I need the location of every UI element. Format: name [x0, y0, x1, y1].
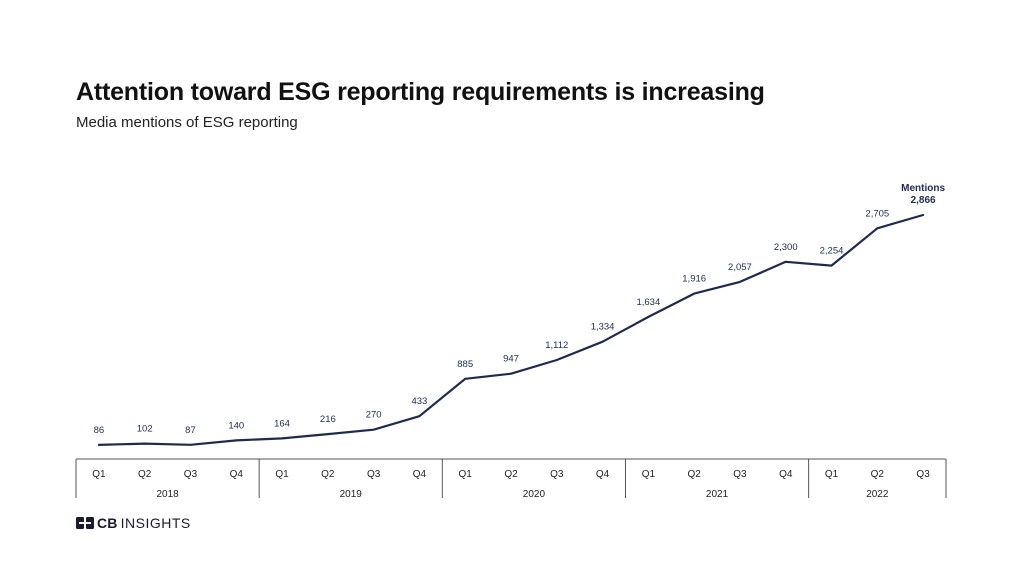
- x-tick-label-q3: Q3: [550, 469, 564, 480]
- data-label: 164: [274, 418, 290, 429]
- series-name-label: Mentions: [901, 183, 945, 194]
- data-label: 270: [366, 410, 382, 421]
- data-label: 947: [503, 354, 519, 365]
- chart-title: Attention toward ESG reporting requireme…: [76, 78, 765, 106]
- x-tick-label-q4: Q4: [230, 469, 244, 480]
- x-tick-label-q4: Q4: [413, 469, 427, 480]
- x-tick-label-q2: Q2: [687, 469, 701, 480]
- cb-insights-logo-icon: [76, 517, 94, 529]
- data-label: 1,112: [545, 340, 568, 351]
- data-label: 2,254: [820, 246, 844, 257]
- year-label-2022: 2022: [866, 489, 889, 500]
- data-label: 885: [457, 359, 473, 370]
- data-label: 87: [185, 425, 196, 436]
- data-label: 433: [411, 396, 427, 407]
- data-label: 140: [228, 420, 244, 431]
- year-label-2018: 2018: [156, 489, 179, 500]
- data-label: 86: [94, 425, 105, 436]
- year-label-2021: 2021: [706, 489, 729, 500]
- x-tick-label-q3: Q3: [367, 469, 381, 480]
- x-tick-label-q4: Q4: [596, 469, 610, 480]
- x-tick-label-q4: Q4: [779, 469, 793, 480]
- x-tick-label-q2: Q2: [138, 469, 152, 480]
- x-tick-label-q1: Q1: [459, 469, 473, 480]
- x-tick-label-q1: Q1: [275, 469, 289, 480]
- data-label: 1,916: [682, 274, 706, 285]
- data-label: 102: [137, 424, 153, 435]
- data-label: 1,334: [591, 322, 615, 333]
- data-label: 2,057: [728, 262, 752, 273]
- data-label-last: 2,866: [911, 195, 936, 206]
- x-tick-label-q2: Q2: [321, 469, 335, 480]
- year-label-2020: 2020: [523, 489, 546, 500]
- series-line-mentions: [97, 213, 925, 446]
- x-tick-label-q3: Q3: [733, 469, 747, 480]
- data-label: 216: [320, 414, 336, 425]
- x-tick-label-q1: Q1: [825, 469, 839, 480]
- chart-subtitle: Media mentions of ESG reporting: [76, 114, 298, 131]
- x-tick-label-q1: Q1: [92, 469, 106, 480]
- data-label: 2,705: [865, 208, 889, 219]
- data-label: 1,634: [636, 297, 660, 308]
- x-tick-label-q2: Q2: [504, 469, 518, 480]
- x-tick-label-q3: Q3: [184, 469, 198, 480]
- x-tick-label-q3: Q3: [916, 469, 930, 480]
- logo-text-insights: INSIGHTS: [120, 515, 191, 531]
- data-label: 2,300: [774, 242, 798, 253]
- cb-insights-logo: CB INSIGHTS: [76, 515, 191, 531]
- year-label-2019: 2019: [340, 489, 363, 500]
- logo-text-cb: CB: [97, 515, 118, 531]
- x-tick-label-q2: Q2: [871, 469, 885, 480]
- x-tick-label-q1: Q1: [642, 469, 656, 480]
